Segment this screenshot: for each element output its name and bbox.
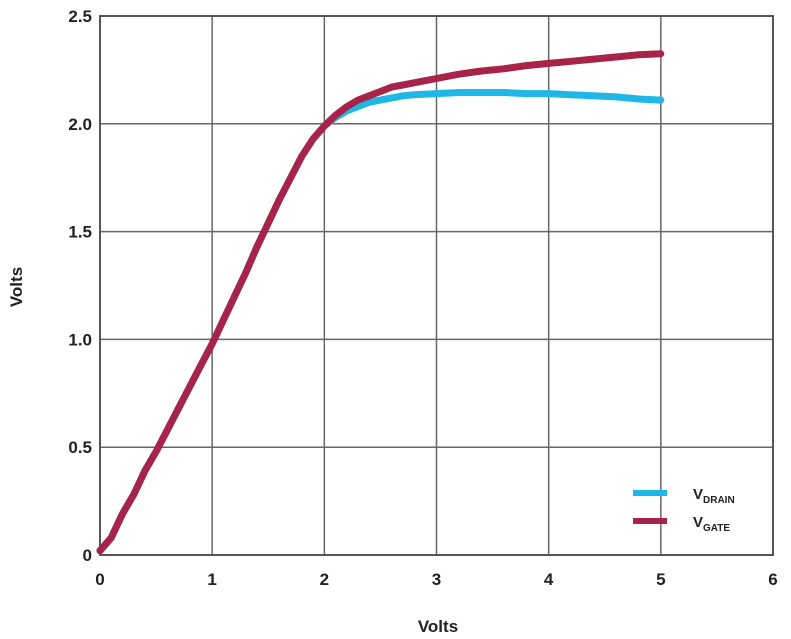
legend-label-main: V [693,514,703,531]
y-tick-label: 0 [83,546,92,565]
series-layer [96,50,665,555]
x-axis-title: Volts [418,617,458,636]
y-tick-label: 1.5 [68,223,92,242]
y-tick-label: 2.5 [68,7,92,26]
x-tick-label: 2 [320,570,329,589]
x-tick-label: 5 [656,570,665,589]
legend-label-main: V [693,486,703,503]
x-tick-label: 6 [768,570,777,589]
x-axis-ticks: 0 1 2 3 4 5 6 [95,570,777,589]
legend-label-gate: VGATE [693,514,730,534]
y-tick-label: 0.5 [68,438,92,457]
y-tick-label: 1.0 [68,330,92,349]
plot-frame [99,15,774,556]
x-tick-label: 4 [544,570,554,589]
grid [100,16,773,555]
y-axis-ticks: 0 0.5 1.0 1.5 2.0 2.5 [68,7,92,565]
y-axis-title: Volts [7,267,26,307]
y-tick-label: 2.0 [68,115,92,134]
legend-label-subscript: DRAIN [703,495,735,506]
x-tick-label: 0 [95,570,104,589]
x-tick-label: 3 [432,570,441,589]
legend-label-drain: VDRAIN [693,486,735,506]
series-line-gate [96,50,665,555]
legend-label-subscript: GATE [703,523,730,534]
x-tick-label: 1 [207,570,216,589]
